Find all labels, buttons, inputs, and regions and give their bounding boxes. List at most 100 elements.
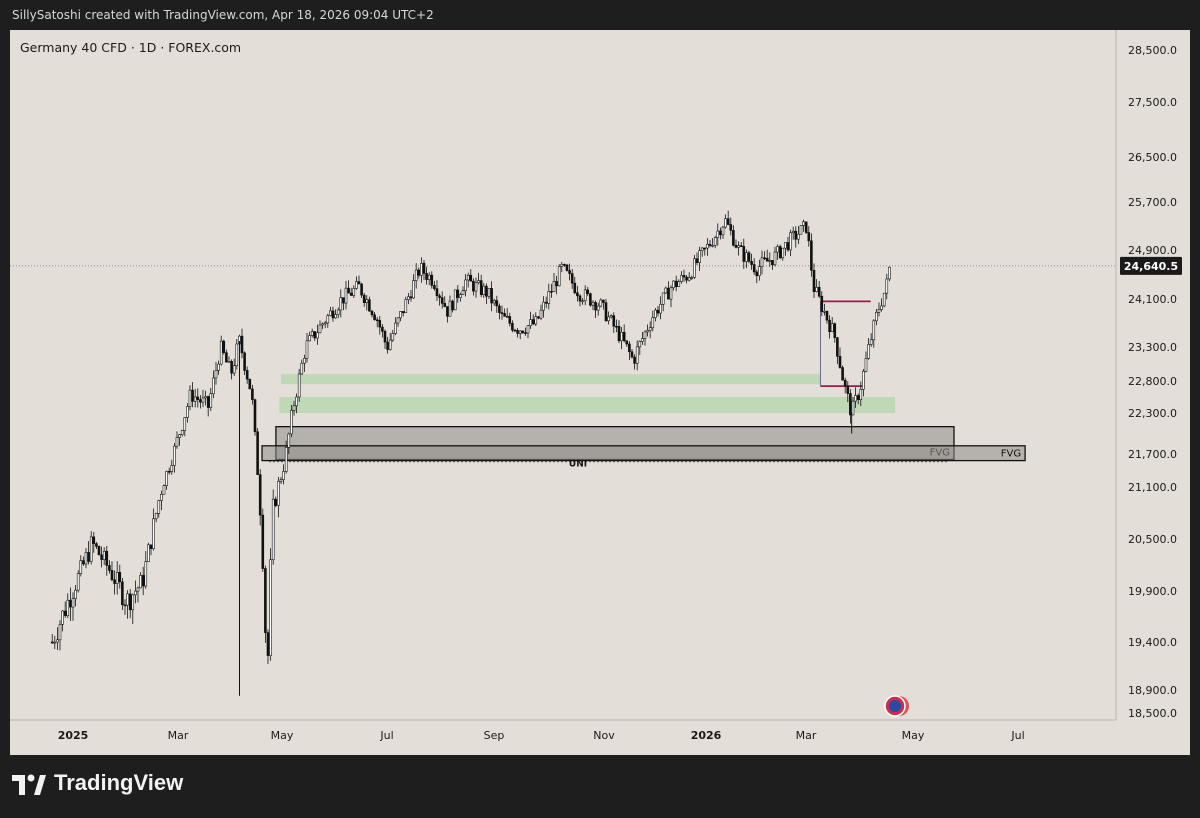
candle-body <box>186 406 189 418</box>
candle-body <box>388 339 392 350</box>
candle-body <box>625 340 629 345</box>
candle-body <box>50 641 54 644</box>
candle-body <box>235 343 239 366</box>
candle-body <box>560 264 564 267</box>
candle-body <box>737 245 740 248</box>
candle-body <box>641 338 644 342</box>
candle-body <box>102 550 106 560</box>
candle-body <box>386 341 389 350</box>
candle-body <box>334 314 337 319</box>
candle-body <box>131 594 135 611</box>
candle-body <box>810 240 813 271</box>
candle-body <box>149 544 153 549</box>
candle-body <box>417 269 421 276</box>
candle-body <box>266 632 270 656</box>
candle-body <box>872 320 876 341</box>
candle-body <box>375 319 379 322</box>
candle-body <box>435 288 439 297</box>
candle-body <box>875 311 878 322</box>
candle-body <box>466 274 470 281</box>
uni-label: UNI <box>569 460 587 470</box>
candle-body <box>776 246 779 253</box>
candle-body <box>162 485 166 495</box>
candle-body <box>726 218 730 225</box>
candle-body <box>570 273 574 284</box>
candle-body <box>76 573 80 591</box>
candle-body <box>589 293 592 306</box>
candle-body <box>854 395 857 402</box>
candle-body <box>318 324 322 334</box>
candle-body <box>617 326 621 342</box>
candle-body <box>604 302 608 322</box>
candle-body <box>732 230 735 246</box>
price-tick-label: 24,100.0 <box>1128 293 1177 306</box>
candle-body <box>651 317 655 329</box>
candle-body <box>573 282 577 294</box>
candle-body <box>646 330 649 333</box>
candle-body <box>53 641 57 644</box>
candle-body <box>706 243 709 249</box>
candle-body <box>500 312 504 314</box>
candle-body <box>830 323 834 332</box>
candle-body <box>529 319 532 326</box>
candle-body <box>656 309 660 314</box>
candle-body <box>833 323 837 338</box>
candle-body <box>472 280 475 292</box>
candle-body <box>771 260 774 266</box>
candle-body <box>74 589 77 599</box>
candle-body <box>360 283 363 296</box>
chart-panel[interactable] <box>10 30 1190 755</box>
candle-body <box>547 291 551 304</box>
candle-body <box>635 346 639 364</box>
candle-body <box>92 536 96 544</box>
candle-body <box>139 575 142 589</box>
candle-body <box>251 388 254 400</box>
candle-body <box>469 274 473 282</box>
candle-body <box>708 243 712 246</box>
candle-body <box>206 396 210 408</box>
candle-body <box>154 513 158 520</box>
candle-body <box>82 560 85 565</box>
candle-body <box>508 316 512 324</box>
candle-body <box>446 306 449 317</box>
candle-body <box>414 269 418 281</box>
last-price-badge <box>1120 256 1182 275</box>
candle-body <box>742 246 746 262</box>
candle-body <box>763 257 766 260</box>
candle-body <box>591 302 595 306</box>
candle-body <box>685 276 688 281</box>
candle-body <box>128 593 132 611</box>
candle-body <box>420 262 423 276</box>
candle-body <box>750 260 753 265</box>
candle-body <box>261 514 265 569</box>
candle-body <box>867 344 870 359</box>
candle-body <box>87 552 90 562</box>
candle-body <box>118 572 122 583</box>
last-price-value: 24,640.5 <box>1124 260 1178 273</box>
candle-body <box>516 330 519 334</box>
candle-body <box>336 309 340 315</box>
candle-body <box>552 281 556 292</box>
candle-body <box>781 247 785 259</box>
candle-body <box>576 292 579 297</box>
candle-body <box>282 471 285 480</box>
candle-body <box>659 304 662 314</box>
candle-body <box>550 291 553 293</box>
candle-body <box>175 437 179 447</box>
candle-body <box>797 233 800 240</box>
candle-body <box>513 329 517 332</box>
candle-body <box>433 285 436 289</box>
price-tick-label: 21,700.0 <box>1128 448 1177 461</box>
candle-body <box>882 292 886 307</box>
candle-body <box>586 289 590 294</box>
candle-body <box>381 326 384 332</box>
candle-body <box>862 370 865 390</box>
candle-body <box>378 320 382 328</box>
candle-body <box>66 599 70 616</box>
candle-body <box>609 315 613 318</box>
candle-body <box>430 274 434 286</box>
candle-body <box>807 232 811 242</box>
candle-body <box>802 221 805 226</box>
candle-body <box>245 370 249 380</box>
